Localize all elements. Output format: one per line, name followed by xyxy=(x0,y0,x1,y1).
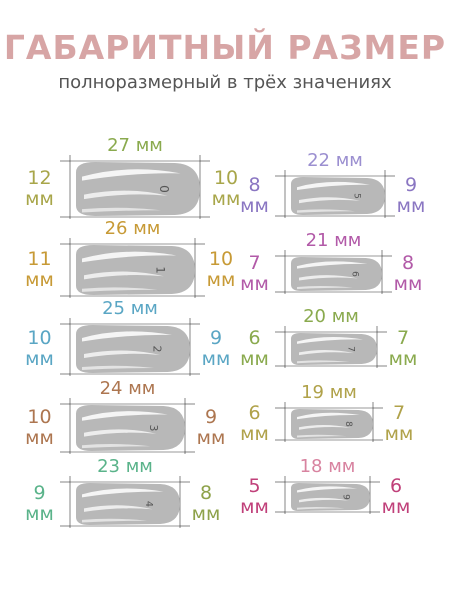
nail-item-4: 23 мм 9 мм 8 мм 4 xyxy=(15,458,260,532)
nail-item-2: 25 мм 10 мм 9 мм 2 xyxy=(15,300,260,380)
nail-shape-4: 4 xyxy=(60,476,190,528)
nail-number: 6 xyxy=(349,271,359,277)
nail-left-width-label: 10 мм xyxy=(25,406,54,449)
nail-length-label: 18 мм xyxy=(299,456,356,477)
nail-item-8: 19 мм 6 мм 7 мм 8 xyxy=(230,384,440,446)
nail-length-label: 20 мм xyxy=(303,306,359,327)
nail-shape-3: 3 xyxy=(60,398,195,454)
nail-right-width-label: 9 мм xyxy=(201,327,231,370)
nail-left-width-label: 6 мм xyxy=(240,327,269,370)
nail-length-label: 21 мм xyxy=(305,230,362,251)
nail-item-9: 18 мм 5 мм 6 мм 9 xyxy=(230,458,440,518)
nail-left-width-label: 9 мм xyxy=(25,482,54,525)
nail-shape-1: 1 xyxy=(60,238,205,298)
nail-length-label: 24 мм xyxy=(99,378,156,399)
nail-shape-9: 9 xyxy=(275,476,380,514)
nail-right-width-label: 7 мм xyxy=(384,402,414,445)
nail-right-width-label: 10 мм xyxy=(206,248,236,291)
nail-item-7: 20 мм 6 мм 7 мм 7 xyxy=(230,308,440,372)
nail-length-label: 26 мм xyxy=(104,218,161,239)
nail-number: 2 xyxy=(150,346,163,353)
nail-item-3: 24 мм 10 мм 9 мм 3 xyxy=(15,380,260,458)
nail-number: 7 xyxy=(346,346,356,352)
nail-left-width-label: 11 мм xyxy=(25,248,54,291)
nail-number: 0 xyxy=(157,185,171,193)
nail-shape-6: 6 xyxy=(275,250,392,294)
nail-length-label: 22 мм xyxy=(307,150,363,171)
nail-shape-7: 7 xyxy=(275,326,387,368)
nail-number: 1 xyxy=(154,266,168,273)
nail-right-width-label: 9 мм xyxy=(396,174,426,217)
nail-shape-2: 2 xyxy=(60,318,200,376)
nail-number: 9 xyxy=(341,494,351,500)
nail-right-width-label: 8 мм xyxy=(393,252,423,295)
nail-right-width-label: 7 мм xyxy=(388,327,418,370)
nail-length-label: 19 мм xyxy=(301,382,357,403)
nail-item-1: 26 мм 11 мм 10 мм 1 xyxy=(15,220,260,302)
nail-number: 3 xyxy=(147,425,159,432)
nail-left-width-label: 12 мм xyxy=(25,167,54,210)
nail-shape-8: 8 xyxy=(275,402,383,442)
nail-right-width-label: 9 мм xyxy=(196,406,226,449)
nail-item-5: 22 мм 8 мм 9 мм 5 xyxy=(230,152,440,222)
nail-number: 8 xyxy=(343,421,353,427)
nail-left-width-label: 8 мм xyxy=(240,174,269,217)
nail-left-width-label: 6 мм xyxy=(240,402,269,445)
nail-length-label: 27 мм xyxy=(107,135,163,156)
nail-right-width-label: 6 мм xyxy=(381,475,411,518)
nail-number: 4 xyxy=(143,501,154,507)
nail-right-width-label: 10 мм xyxy=(211,167,241,210)
nail-length-label: 23 мм xyxy=(97,456,153,477)
nail-right-width-label: 8 мм xyxy=(191,482,221,525)
nail-shape-0: 0 xyxy=(60,155,210,219)
nail-left-width-label: 10 мм xyxy=(25,327,54,370)
nail-length-label: 25 мм xyxy=(102,298,158,319)
page-title: ГАБАРИТНЫЙ РАЗМЕР xyxy=(3,28,447,67)
nail-left-width-label: 7 мм xyxy=(240,252,269,295)
nail-item-0: 27 мм 12 мм 10 мм 0 xyxy=(15,137,260,223)
nail-shape-5: 5 xyxy=(275,170,395,218)
nail-item-6: 21 мм 7 мм 8 мм 6 xyxy=(230,232,440,298)
nail-number: 5 xyxy=(352,193,362,199)
page-subtitle: полноразмерный в трёх значениях xyxy=(58,72,392,93)
nail-left-width-label: 5 мм xyxy=(240,475,269,518)
